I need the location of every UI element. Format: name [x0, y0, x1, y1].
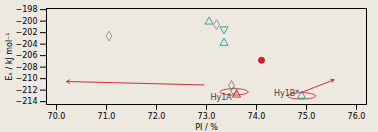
svg-text:−200: −200 — [16, 17, 38, 26]
svg-text:75.0: 75.0 — [298, 112, 316, 121]
svg-text:Hy1A: Hy1A — [211, 93, 233, 102]
svg-text:−212: −212 — [16, 86, 38, 95]
svg-text:−204: −204 — [16, 40, 38, 49]
svg-text:−206: −206 — [16, 51, 38, 60]
svg-text:74.0: 74.0 — [248, 112, 266, 121]
svg-text:71.0: 71.0 — [98, 112, 116, 121]
svg-text:−202: −202 — [16, 28, 38, 37]
svg-text:Eₑ / kJ mol⁻¹: Eₑ / kJ mol⁻¹ — [5, 32, 14, 80]
svg-text:72.0: 72.0 — [148, 112, 166, 121]
svg-text:73.0: 73.0 — [198, 112, 216, 121]
svg-text:PI / %: PI / % — [195, 123, 218, 132]
svg-text:76.0: 76.0 — [348, 112, 366, 121]
svg-text:−198: −198 — [16, 5, 38, 14]
svg-text:70.0: 70.0 — [48, 112, 66, 121]
svg-text:−214: −214 — [16, 97, 38, 106]
svg-text:Hy1B*: Hy1B* — [274, 89, 299, 98]
svg-text:−208: −208 — [16, 63, 38, 72]
svg-text:−210: −210 — [16, 74, 38, 83]
